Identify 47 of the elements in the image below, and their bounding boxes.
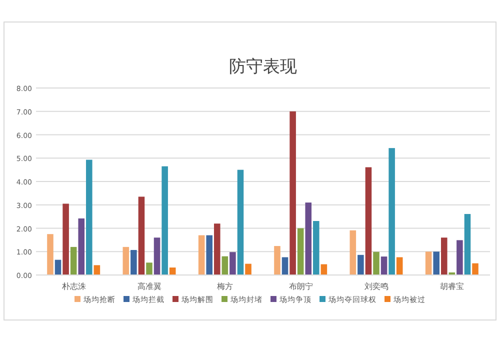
bar: [245, 264, 252, 275]
bar: [237, 170, 244, 275]
bar: [138, 196, 145, 275]
bar: [282, 257, 288, 275]
x-tick-label: 高准翼: [138, 282, 162, 291]
bar: [154, 238, 160, 275]
bar: [388, 148, 395, 275]
bar: [222, 256, 228, 275]
bar: [464, 214, 471, 275]
bar: [297, 228, 304, 275]
bar: [358, 254, 364, 275]
bar: [373, 252, 380, 275]
bar: [198, 235, 205, 275]
bar: [396, 257, 403, 275]
bar: [313, 221, 320, 275]
bar: [70, 246, 77, 275]
bar: [350, 230, 356, 275]
bar: [47, 234, 54, 275]
x-tick-label: 胡睿宝: [440, 282, 464, 291]
bar: [230, 252, 236, 275]
bar: [290, 111, 296, 275]
bar: [274, 246, 280, 275]
x-tick-label: 布朗宁: [288, 282, 313, 291]
bar: [365, 167, 372, 275]
bar: [320, 264, 328, 275]
x-tick-label: 梅方: [216, 282, 234, 291]
bar: [206, 235, 212, 275]
bar: [472, 263, 478, 275]
bar: [86, 160, 92, 275]
bar: [78, 218, 85, 275]
bar: [456, 240, 463, 275]
x-tick-label: 刘奕鸣: [364, 282, 388, 291]
bar: [54, 260, 62, 275]
bar: [380, 256, 388, 275]
chart-title: 防守表现: [229, 57, 297, 77]
bar: [214, 224, 220, 275]
bar: [433, 252, 440, 275]
bar: [146, 262, 152, 275]
bar: [122, 246, 130, 275]
bar: [305, 202, 312, 275]
bar: [440, 238, 448, 275]
x-tick-label: 朴志洙: [60, 282, 86, 291]
bar: [130, 250, 137, 275]
bar: [425, 252, 432, 275]
bar: [94, 265, 100, 275]
bar: [162, 166, 168, 275]
bar: [62, 204, 69, 275]
